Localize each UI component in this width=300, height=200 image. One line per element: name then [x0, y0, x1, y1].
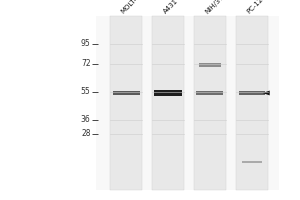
- Bar: [242, 161, 262, 163]
- Bar: [236, 16, 268, 190]
- Text: NIH/3T3: NIH/3T3: [204, 0, 228, 15]
- Text: 36: 36: [81, 116, 91, 124]
- Bar: [112, 91, 140, 95]
- Text: 72: 72: [81, 60, 91, 68]
- Polygon shape: [262, 91, 270, 95]
- Bar: [194, 16, 226, 190]
- Bar: [199, 63, 221, 67]
- Bar: [152, 16, 184, 190]
- Text: 55: 55: [81, 88, 91, 97]
- Bar: [239, 91, 265, 95]
- Text: MOLT-4: MOLT-4: [120, 0, 142, 15]
- Text: A431: A431: [162, 0, 179, 15]
- Text: 28: 28: [81, 130, 91, 139]
- Bar: [110, 16, 142, 190]
- Bar: [196, 91, 224, 95]
- Bar: [154, 90, 182, 96]
- Text: 95: 95: [81, 40, 91, 48]
- Bar: [96, 16, 279, 190]
- Text: PC-12: PC-12: [246, 0, 265, 15]
